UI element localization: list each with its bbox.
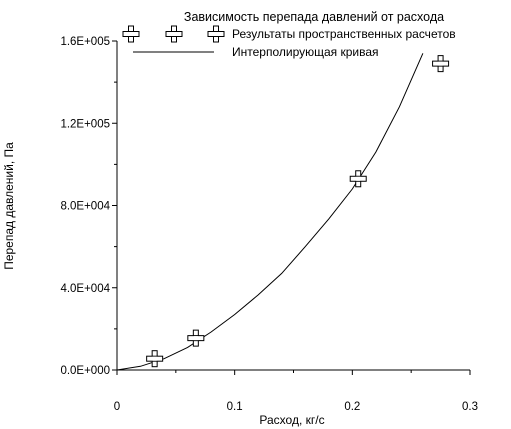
- data-point: [146, 350, 164, 368]
- legend-marker: [165, 25, 183, 43]
- y-tick-label: 1.6E+005: [60, 36, 110, 48]
- plot-area: [116, 53, 450, 371]
- marker-center: [152, 356, 157, 361]
- marker-center: [214, 32, 218, 36]
- y-tick-label: 4.0E+004: [60, 283, 110, 295]
- legend-marker: [122, 25, 140, 43]
- data-point: [432, 55, 450, 73]
- legend-label-curve: Интерполирующая кривая: [232, 45, 379, 59]
- marker-center: [172, 32, 176, 36]
- y-tick-label: 1.2E+005: [60, 118, 110, 130]
- interpolation-curve: [116, 53, 424, 371]
- marker-center: [193, 336, 198, 341]
- data-point: [187, 329, 205, 347]
- marker-center: [356, 176, 361, 181]
- y-axis-label: Перепад давлений, Па: [2, 142, 16, 270]
- data-point: [349, 170, 367, 188]
- legend-marker: [207, 25, 225, 43]
- y-tick-label: 0.0E+000: [60, 365, 110, 377]
- x-tick-label: 0.2: [344, 401, 360, 413]
- x-tick-label: 0.3: [462, 401, 478, 413]
- x-axis-label: Расход, кг/с: [259, 413, 324, 427]
- y-tick-label: 8.0E+004: [60, 201, 110, 213]
- chart-title-group: Зависимость перепада давлений от расхода: [184, 10, 444, 24]
- legend: Результаты пространственных расчетов Инте…: [122, 25, 456, 59]
- axes: 0.0E+000 4.0E+004 8.0E+004 1.2E+005 1.6E+005…: [60, 36, 478, 413]
- marker-center: [129, 32, 133, 36]
- x-tick-label: 0: [114, 401, 120, 413]
- x-tick-label: 0.1: [227, 401, 243, 413]
- marker-center: [438, 61, 443, 66]
- legend-label-results: Результаты пространственных расчетов: [232, 27, 456, 41]
- chart-title: Зависимость перепада давлений от расхода: [184, 10, 444, 24]
